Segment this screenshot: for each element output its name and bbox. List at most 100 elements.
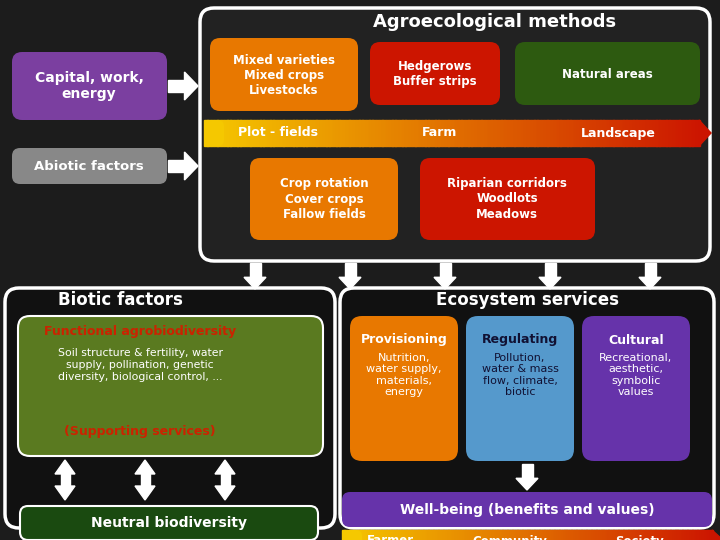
Bar bbox=[547, 120, 551, 146]
Bar bbox=[505, 530, 508, 540]
Text: Soil structure & fertility, water
supply, pollination, genetic
diversity, biolog: Soil structure & fertility, water supply… bbox=[58, 348, 222, 382]
Bar bbox=[544, 263, 556, 278]
Bar bbox=[621, 530, 624, 540]
Bar bbox=[670, 530, 673, 540]
Bar bbox=[433, 530, 436, 540]
Bar bbox=[382, 530, 384, 540]
Bar bbox=[439, 263, 451, 278]
Bar bbox=[656, 120, 660, 146]
Text: Capital, work,
energy: Capital, work, energy bbox=[35, 71, 143, 101]
Bar bbox=[544, 530, 547, 540]
Polygon shape bbox=[215, 486, 235, 500]
Bar bbox=[672, 530, 675, 540]
FancyBboxPatch shape bbox=[12, 52, 167, 120]
Bar bbox=[432, 120, 436, 146]
Bar bbox=[361, 530, 365, 540]
Bar bbox=[567, 120, 571, 146]
Bar bbox=[616, 120, 621, 146]
Bar bbox=[644, 263, 655, 278]
Bar bbox=[435, 120, 438, 146]
Bar bbox=[549, 530, 552, 540]
Bar bbox=[481, 120, 485, 146]
Bar bbox=[517, 530, 520, 540]
Polygon shape bbox=[639, 278, 661, 289]
FancyBboxPatch shape bbox=[515, 42, 700, 105]
Bar bbox=[448, 530, 451, 540]
Bar bbox=[456, 530, 459, 540]
Bar bbox=[658, 530, 661, 540]
Bar bbox=[366, 120, 369, 146]
Bar bbox=[620, 120, 624, 146]
Polygon shape bbox=[516, 478, 538, 490]
Bar bbox=[544, 120, 548, 146]
Bar bbox=[546, 530, 549, 540]
Polygon shape bbox=[135, 460, 155, 474]
Bar bbox=[559, 530, 562, 540]
Bar bbox=[560, 120, 564, 146]
Bar bbox=[445, 120, 449, 146]
Bar bbox=[532, 530, 535, 540]
Bar bbox=[529, 530, 532, 540]
Bar bbox=[224, 120, 228, 146]
Bar bbox=[394, 530, 397, 540]
Bar bbox=[356, 120, 359, 146]
Bar bbox=[557, 530, 559, 540]
Bar bbox=[251, 120, 254, 146]
Bar bbox=[458, 530, 461, 540]
Bar bbox=[514, 120, 518, 146]
Bar bbox=[570, 120, 574, 146]
Bar bbox=[472, 120, 475, 146]
Polygon shape bbox=[699, 120, 711, 146]
Bar bbox=[287, 120, 290, 146]
Bar bbox=[364, 530, 367, 540]
Text: Natural areas: Natural areas bbox=[562, 68, 652, 80]
Bar bbox=[260, 120, 264, 146]
Bar bbox=[689, 120, 693, 146]
FancyBboxPatch shape bbox=[250, 158, 398, 240]
Bar bbox=[660, 530, 663, 540]
Polygon shape bbox=[434, 278, 456, 289]
Bar bbox=[608, 530, 611, 540]
Bar bbox=[379, 530, 382, 540]
Bar bbox=[524, 120, 528, 146]
Bar bbox=[458, 120, 462, 146]
Bar bbox=[692, 530, 696, 540]
Text: Hedgerows
Buffer strips: Hedgerows Buffer strips bbox=[393, 60, 477, 88]
Text: Well-being (benefits and values): Well-being (benefits and values) bbox=[400, 503, 654, 517]
Bar bbox=[478, 120, 482, 146]
Text: Riparian corridors
Woodlots
Meadows: Riparian corridors Woodlots Meadows bbox=[447, 178, 567, 220]
Bar bbox=[470, 530, 473, 540]
Bar bbox=[300, 120, 304, 146]
Bar bbox=[676, 120, 680, 146]
Polygon shape bbox=[184, 72, 198, 100]
Bar bbox=[501, 120, 505, 146]
Bar bbox=[667, 530, 670, 540]
Bar bbox=[603, 530, 606, 540]
Bar bbox=[581, 530, 584, 540]
Bar bbox=[666, 120, 670, 146]
Bar bbox=[584, 530, 587, 540]
Bar bbox=[401, 530, 404, 540]
Bar bbox=[680, 530, 683, 540]
Bar bbox=[230, 120, 234, 146]
Bar bbox=[451, 120, 455, 146]
Bar bbox=[313, 120, 317, 146]
Bar bbox=[428, 120, 432, 146]
Bar bbox=[431, 530, 433, 540]
Bar bbox=[647, 120, 650, 146]
Bar bbox=[624, 530, 626, 540]
Bar bbox=[389, 530, 392, 540]
Bar bbox=[702, 530, 705, 540]
Polygon shape bbox=[339, 278, 361, 289]
Bar bbox=[362, 120, 366, 146]
Bar bbox=[320, 120, 323, 146]
Text: Plot - fields: Plot - fields bbox=[238, 126, 318, 139]
Bar bbox=[280, 120, 284, 146]
Text: Nutrition,
water supply,
materials,
energy: Nutrition, water supply, materials, ener… bbox=[366, 353, 442, 397]
Bar bbox=[574, 530, 577, 540]
Bar bbox=[655, 530, 658, 540]
Bar bbox=[709, 530, 713, 540]
Bar bbox=[491, 120, 495, 146]
Bar bbox=[357, 530, 360, 540]
Bar bbox=[636, 120, 640, 146]
